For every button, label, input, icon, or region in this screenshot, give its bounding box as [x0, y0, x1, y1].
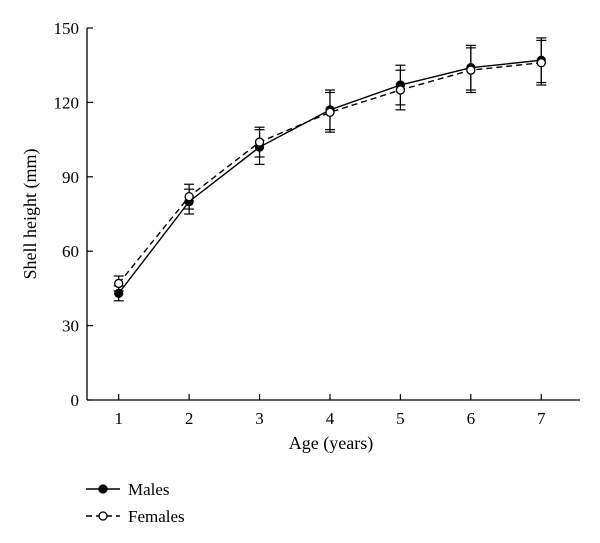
y-axis-title: Shell height (mm) [20, 149, 41, 280]
y-tick-label: 120 [54, 93, 80, 112]
legend: Males Females [86, 480, 185, 526]
legend-label: Males [128, 480, 170, 499]
x-tick-label: 2 [185, 409, 194, 428]
series-females [113, 39, 547, 292]
y-tick-label: 30 [62, 317, 79, 336]
y-tick-label: 150 [54, 19, 80, 38]
data-point [395, 85, 406, 95]
data-point [466, 65, 476, 75]
x-tick-label: 3 [255, 409, 264, 428]
x-tick-label: 5 [396, 409, 405, 428]
x-axis-title: Age (years) [289, 433, 373, 454]
legend-marker [98, 511, 108, 521]
y-ticks: 0 30 60 90 120 150 [54, 19, 93, 410]
x-tick-label: 6 [467, 409, 476, 428]
legend-marker [98, 484, 108, 494]
data-point [325, 107, 335, 117]
series-males [113, 37, 547, 302]
legend-item-females: Females [86, 507, 185, 526]
data-point [114, 278, 124, 289]
y-tick-label: 90 [62, 168, 79, 187]
legend-item-males: Males [86, 480, 170, 499]
y-tick-label: 0 [71, 391, 80, 410]
x-tick-label: 4 [326, 409, 335, 428]
y-tick-label: 60 [62, 242, 79, 261]
plot-area: 0 30 60 90 120 150 1 2 3 4 5 6 7 [54, 19, 580, 428]
data-point [254, 137, 265, 147]
data-point [184, 191, 194, 202]
data-point [536, 58, 546, 68]
x-ticks: 1 2 3 4 5 6 7 [114, 394, 546, 428]
x-tick-label: 7 [537, 409, 546, 428]
series-layer [113, 37, 547, 302]
x-tick-label: 1 [114, 409, 123, 428]
legend-label: Females [128, 507, 185, 526]
